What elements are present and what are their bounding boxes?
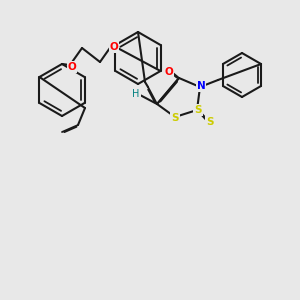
Text: O: O [165, 67, 173, 77]
Text: S: S [194, 105, 202, 115]
Text: O: O [110, 42, 118, 52]
Text: S: S [171, 113, 179, 123]
Text: H: H [132, 89, 140, 99]
Text: S: S [206, 117, 214, 127]
Text: O: O [68, 62, 76, 72]
Text: N: N [196, 81, 206, 91]
